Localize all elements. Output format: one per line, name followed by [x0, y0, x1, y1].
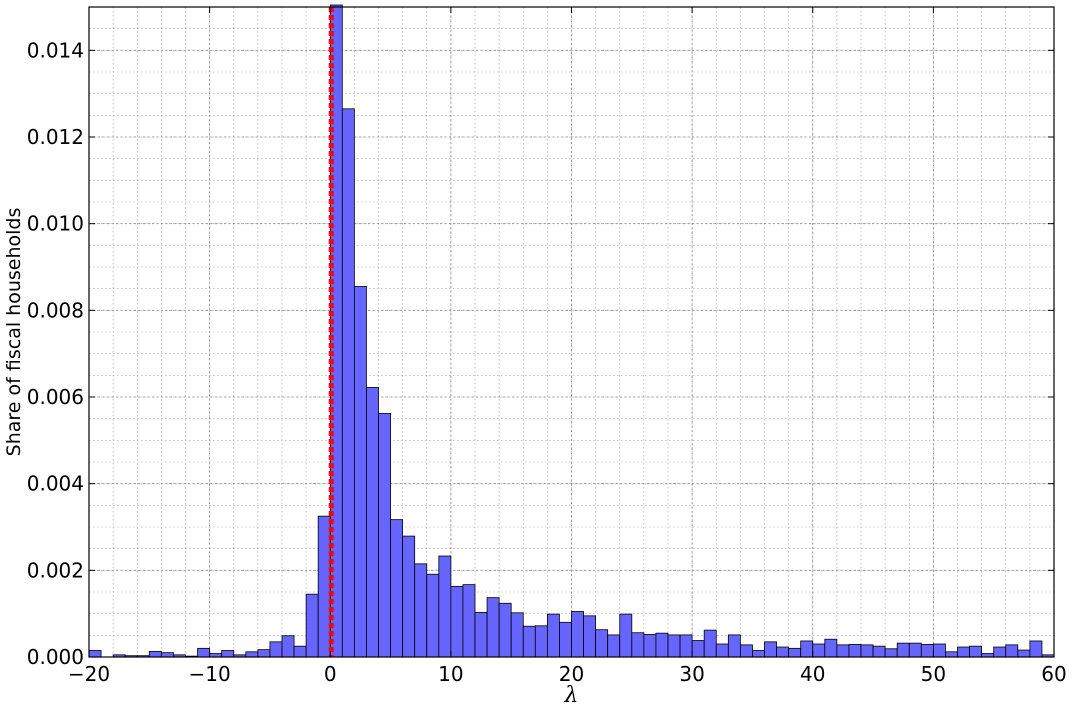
histogram-bar — [474, 611, 488, 658]
histogram-bar — [776, 646, 790, 658]
x-tick-label: 10 — [438, 662, 463, 686]
histogram-bar — [619, 613, 633, 658]
histogram-bar — [341, 108, 355, 658]
histogram-bar — [498, 602, 512, 658]
x-tick-label: 40 — [800, 662, 825, 686]
y-tick-label: 0.006 — [27, 385, 84, 409]
x-tick-label: 60 — [1041, 662, 1066, 686]
histogram-bar — [486, 597, 500, 658]
histogram-bar — [739, 644, 753, 658]
histogram-bar — [522, 625, 536, 658]
histogram-bar — [727, 634, 741, 658]
histogram-bar — [836, 644, 850, 658]
histogram-bar — [812, 643, 826, 658]
histogram-bar — [353, 286, 367, 658]
histogram-bar — [764, 641, 777, 658]
histogram-bar — [715, 643, 729, 658]
histogram-bar — [571, 611, 584, 658]
x-tick-label: 20 — [559, 662, 584, 686]
histogram-bar — [691, 640, 705, 658]
histogram-bar — [667, 634, 681, 658]
histogram-bar — [148, 650, 162, 658]
histogram-bar — [462, 584, 476, 658]
histogram-bar — [655, 632, 669, 658]
histogram-bar — [546, 613, 560, 658]
x-tick-label: −10 — [189, 662, 231, 686]
histogram-bar — [920, 644, 934, 658]
histogram-bar — [197, 647, 211, 658]
histogram-bar — [317, 515, 331, 658]
histogram-bar — [993, 646, 1007, 658]
x-tick-label: 0 — [324, 662, 337, 686]
histogram-bar — [908, 642, 922, 658]
histogram-bar — [281, 635, 295, 658]
histogram-bar — [643, 634, 657, 658]
x-tick-label: 50 — [921, 662, 946, 686]
histogram-bar — [595, 629, 609, 658]
histogram-bar — [510, 612, 524, 658]
y-tick-label: 0.000 — [27, 645, 84, 669]
histogram-bar — [534, 625, 548, 658]
histogram-bar — [788, 647, 802, 658]
histogram-bar — [631, 632, 645, 658]
y-tick-label: 0.002 — [27, 558, 84, 582]
histogram-bar — [872, 645, 886, 658]
histogram-bar — [932, 643, 946, 658]
histogram-bar — [257, 649, 271, 658]
histogram-bar — [88, 650, 102, 658]
x-tick-labels: −20 −10 0 10 20 30 40 50 60 — [68, 662, 1067, 686]
histogram-bar — [366, 387, 379, 658]
histogram-bar — [305, 593, 319, 658]
histogram-bar — [1005, 644, 1019, 658]
histogram-bar — [679, 634, 693, 658]
y-tick-label: 0.012 — [27, 125, 84, 149]
histogram-bar — [438, 555, 452, 658]
histogram-bar — [160, 652, 174, 658]
x-tick-label: −20 — [68, 662, 110, 686]
y-tick-label: 0.014 — [27, 38, 84, 62]
histogram-bars — [88, 4, 1055, 658]
histogram-bar — [884, 648, 898, 658]
x-tick-label: 30 — [679, 662, 704, 686]
histogram-bar — [402, 535, 416, 658]
histogram-bar — [1029, 640, 1043, 658]
histogram-bar — [426, 573, 440, 658]
tick-marks — [88, 7, 1055, 658]
histogram-bar — [414, 563, 428, 658]
histogram-bar — [969, 645, 983, 658]
y-tick-label: 0.010 — [27, 212, 84, 236]
histogram-bar — [860, 644, 874, 658]
x-axis-label: λ — [564, 683, 579, 708]
histogram-bar — [800, 640, 814, 658]
histogram-bar — [293, 645, 307, 658]
histogram-bar — [390, 519, 404, 658]
histogram-bar — [269, 641, 283, 658]
histogram-bar — [245, 651, 259, 658]
histogram-bar — [957, 646, 970, 658]
histogram-bar — [607, 634, 621, 658]
histogram-bar — [896, 642, 910, 658]
y-tick-labels: 0.000 0.002 0.004 0.006 0.008 0.010 0.012 0.014 — [27, 38, 84, 669]
histogram-bar — [583, 615, 597, 658]
histogram-bar — [703, 629, 717, 658]
y-tick-label: 0.008 — [27, 298, 84, 322]
histogram-bar — [378, 413, 391, 658]
histogram-bar — [752, 650, 765, 658]
histogram-bar — [221, 650, 235, 658]
histogram-bar — [559, 621, 572, 658]
histogram-bar — [1017, 649, 1031, 658]
y-tick-label: 0.004 — [27, 472, 84, 496]
histogram-bar — [848, 644, 862, 658]
histogram-bar — [450, 585, 464, 658]
y-axis-label: Share of fiscal households — [3, 208, 25, 457]
histogram-bar — [824, 638, 838, 658]
histogram-bar — [945, 651, 958, 658]
